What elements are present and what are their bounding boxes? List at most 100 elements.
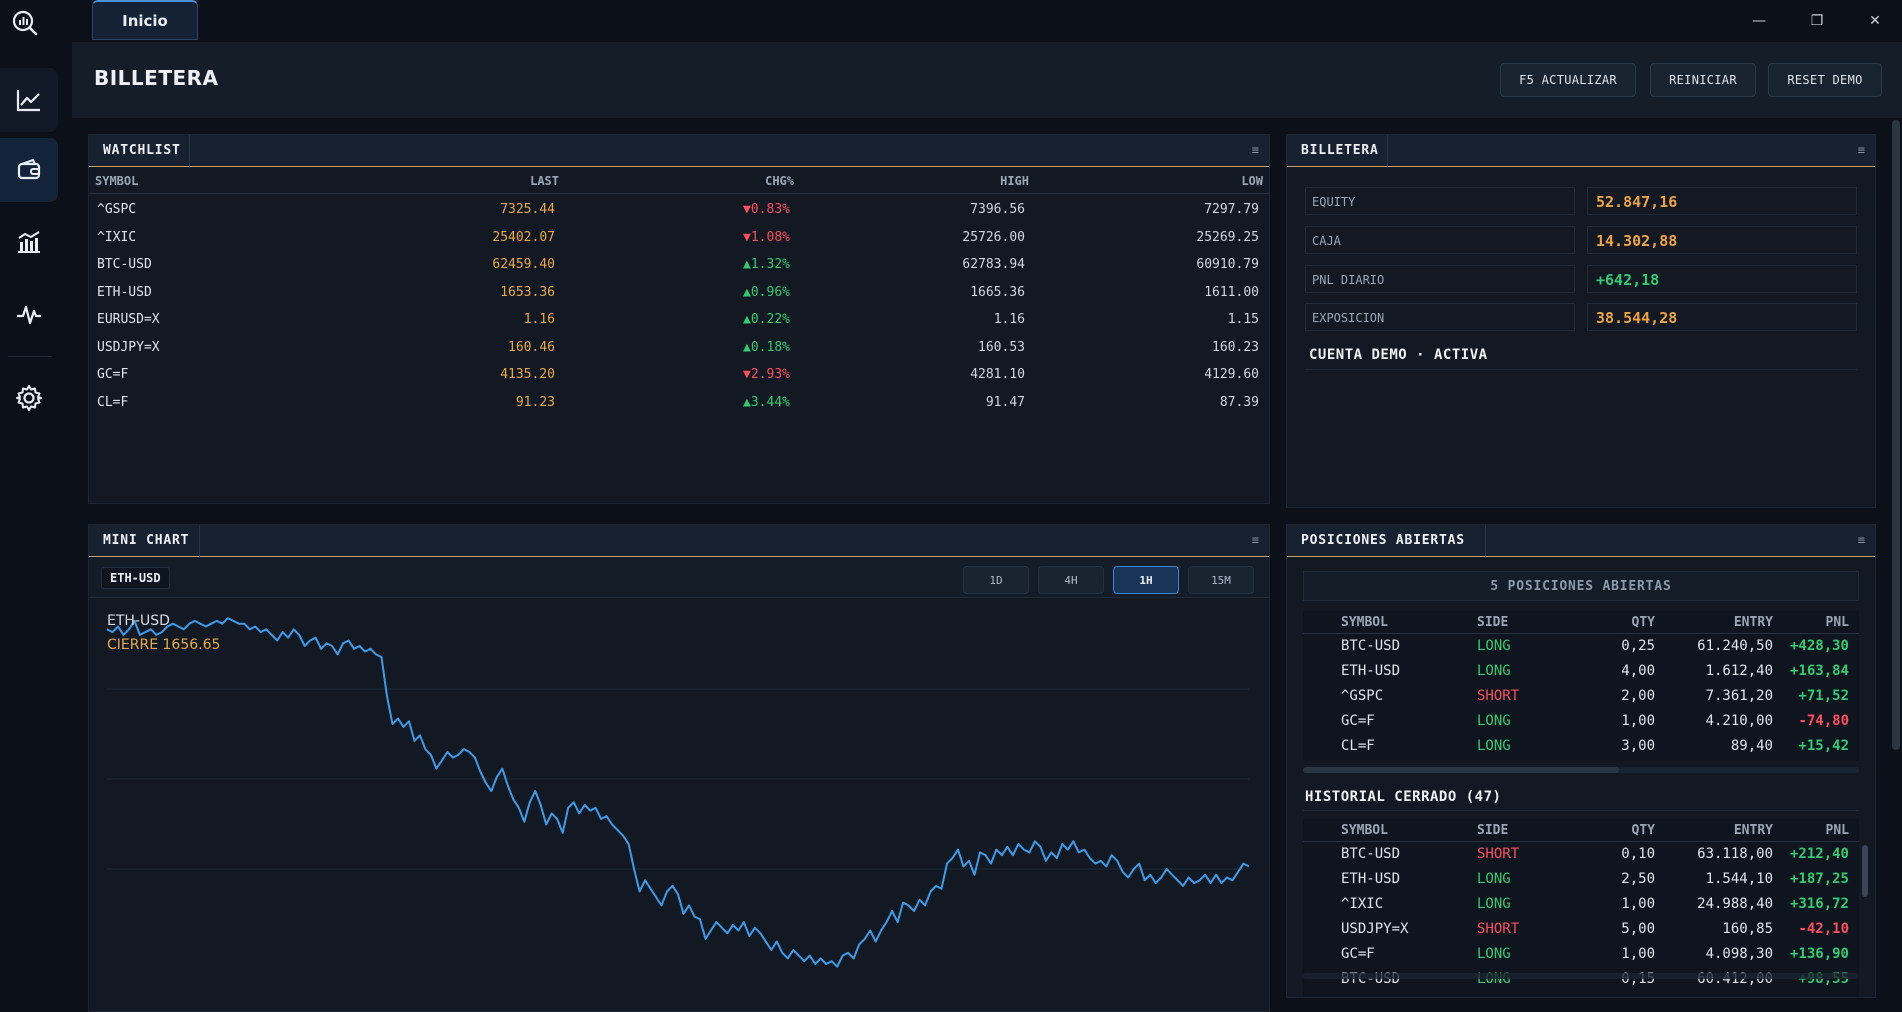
column-header-qty[interactable]: QTY — [1631, 823, 1655, 838]
sidebar-item-markets[interactable] — [0, 210, 58, 274]
cell-symbol: USDJPY=X — [97, 339, 160, 355]
table-row[interactable]: EURUSD=X 1.16 ▲0.22% 1.16 1.15 — [89, 307, 1269, 334]
cell-low: 160.23 — [1212, 339, 1259, 355]
column-header-high[interactable]: HIGH — [1000, 174, 1029, 188]
cell-pnl: +71,52 — [1798, 688, 1849, 704]
horizontal-scrollbar[interactable] — [1303, 767, 1619, 773]
vertical-scrollbar[interactable] — [1862, 845, 1868, 897]
table-row[interactable]: USDJPY=X 160.46 ▲0.18% 160.53 160.23 — [89, 335, 1269, 362]
timeframe-15m[interactable]: 15M — [1188, 566, 1254, 594]
column-header-chg[interactable]: CHG% — [765, 174, 794, 188]
column-header-symbol[interactable]: SYMBOL — [1341, 823, 1388, 838]
panel-menu-icon[interactable]: ≡ — [1251, 533, 1259, 547]
cell-chg: ▼2.93% — [743, 367, 790, 382]
closed-positions-table: SYMBOL SIDE QTY ENTRY PNL BTC-USD SHORT 0,… — [1303, 819, 1859, 997]
panel-title: MINI CHART — [103, 533, 190, 548]
cell-symbol: ^IXIC — [1341, 896, 1384, 912]
panel-title-divider — [1485, 525, 1486, 557]
wallet-panel: BILLETERA ≡ EQUITY 52.847,16 CAJA 14.302… — [1286, 134, 1876, 508]
table-row[interactable]: BTC-USD LONG 0,25 61.240,50 +428,30 — [1303, 634, 1859, 659]
maximize-button[interactable]: ❐ — [1810, 13, 1824, 29]
cell-last: 62459.40 — [492, 257, 555, 272]
watchlist-header-row: SYMBOL LAST CHG% HIGH LOW — [89, 168, 1269, 194]
refresh-button[interactable]: F5 ACTUALIZAR — [1500, 63, 1636, 97]
panel-menu-icon[interactable]: ≡ — [1251, 143, 1259, 157]
cell-pnl: +163,84 — [1789, 663, 1849, 679]
timeframe-4h[interactable]: 4H — [1038, 566, 1104, 594]
panel-menu-icon[interactable]: ≡ — [1857, 533, 1865, 547]
column-header-qty[interactable]: QTY — [1631, 615, 1655, 630]
column-header-entry[interactable]: ENTRY — [1733, 823, 1773, 838]
column-header-side[interactable]: SIDE — [1477, 823, 1509, 838]
column-header-pnl[interactable]: PNL — [1825, 823, 1849, 838]
table-row[interactable]: ^IXIC LONG 1,00 24.988,40 +316,72 — [1303, 892, 1859, 917]
restart-button[interactable]: REINICIAR — [1650, 63, 1756, 97]
table-row[interactable]: GC=F LONG 1,00 4.210,00 -74,80 — [1303, 709, 1859, 734]
wallet-icon — [17, 158, 41, 180]
minimize-button[interactable]: — — [1752, 13, 1766, 29]
table-row[interactable]: ETH-USD 1653.36 ▲0.96% 1665.36 1611.00 — [89, 280, 1269, 307]
cell-qty: 2,50 — [1621, 871, 1655, 887]
chart-legend-symbol: ETH-USD — [107, 613, 170, 629]
table-row[interactable]: ETH-USD LONG 4,00 1.612,40 +163,84 — [1303, 659, 1859, 684]
timeframe-1d[interactable]: 1D — [963, 566, 1029, 594]
table-row[interactable]: GC=F LONG 1,00 4.098,30 +136,90 — [1303, 942, 1859, 967]
cell-last: 1653.36 — [500, 284, 555, 300]
title-bar: Inicio — ❐ ✕ — [58, 0, 1902, 42]
table-row[interactable]: CL=F 91.23 ▲3.44% 91.47 87.39 — [89, 390, 1269, 417]
cell-low: 60910.79 — [1196, 257, 1259, 272]
sidebar-item-wallet[interactable] — [0, 138, 58, 202]
table-row[interactable]: BTC-USD SHORT 0,10 63.118,00 +212,40 — [1303, 842, 1859, 867]
cell-chg: ▼0.83% — [743, 202, 790, 217]
column-header-last[interactable]: LAST — [530, 174, 559, 188]
column-header-low[interactable]: LOW — [1241, 174, 1263, 188]
tab-inicio[interactable]: Inicio — [92, 0, 198, 40]
cell-qty: 5,00 — [1621, 921, 1655, 937]
table-row[interactable]: ETH-USD LONG 2,50 1.544,10 +187,25 — [1303, 867, 1859, 892]
sidebar-item-chart[interactable] — [0, 68, 58, 132]
table-row[interactable]: BTC-USD LONG 0,15 60.412,00 +98,55 — [1303, 967, 1859, 992]
cell-symbol: BTC-USD — [97, 257, 152, 272]
close-button[interactable]: ✕ — [1869, 13, 1881, 29]
cell-chg: ▲0.22% — [743, 312, 790, 327]
column-header-side[interactable]: SIDE — [1477, 615, 1509, 630]
account-status: CUENTA DEMO · ACTIVA — [1305, 342, 1857, 370]
app-logo-icon[interactable] — [10, 8, 40, 38]
panel-header: POSICIONES ABIERTAS ≡ — [1287, 525, 1875, 557]
cell-high: 1665.36 — [970, 284, 1025, 300]
cell-symbol: CL=F — [1341, 738, 1375, 754]
sidebar-item-settings[interactable] — [0, 366, 58, 430]
reset-demo-button[interactable]: RESET DEMO — [1768, 63, 1882, 97]
table-row[interactable]: ^GSPC 7325.44 ▼0.83% 7396.56 7297.79 — [89, 197, 1269, 224]
panel-header: WATCHLIST ≡ — [89, 135, 1269, 167]
sidebar-divider — [8, 356, 52, 357]
column-header-symbol[interactable]: SYMBOL — [1341, 615, 1388, 630]
sidebar-item-activity[interactable] — [0, 282, 58, 346]
cell-side: LONG — [1477, 738, 1511, 754]
mini-chart-panel: MINI CHART ≡ ETH-USD 1D 4H 1H 15M ETH-US… — [88, 524, 1270, 1012]
gear-icon — [16, 385, 42, 411]
cell-chg: ▲3.44% — [743, 394, 790, 410]
cell-side: SHORT — [1477, 688, 1520, 704]
bar-chart-icon — [18, 231, 40, 253]
panel-header: MINI CHART ≡ — [89, 525, 1269, 557]
panel-menu-icon[interactable]: ≡ — [1857, 143, 1865, 157]
column-header-entry[interactable]: ENTRY — [1733, 615, 1773, 630]
chart-symbol-selector[interactable]: ETH-USD — [101, 567, 170, 589]
cell-last: 1.16 — [523, 312, 555, 327]
table-row[interactable]: USDJPY=X SHORT 5,00 160,85 -42,10 — [1303, 917, 1859, 942]
cell-symbol: BTC-USD — [1341, 846, 1401, 862]
cell-entry: 4.210,00 — [1705, 713, 1773, 729]
column-header-pnl[interactable]: PNL — [1825, 615, 1849, 630]
table-row[interactable]: ^IXIC 25402.07 ▼1.08% 25726.00 25269.25 — [89, 225, 1269, 252]
table-row[interactable]: BTC-USD 62459.40 ▲1.32% 62783.94 60910.79 — [89, 252, 1269, 279]
timeframe-1h[interactable]: 1H — [1113, 566, 1179, 594]
cell-side: LONG — [1477, 713, 1511, 729]
page-scrollbar[interactable] — [1892, 120, 1900, 750]
table-row[interactable]: ^GSPC SHORT 2,00 7.361,20 +71,52 — [1303, 684, 1859, 709]
cell-side: SHORT — [1477, 846, 1520, 862]
table-row[interactable]: GC=F 4135.20 ▼2.93% 4281.10 4129.60 — [89, 362, 1269, 389]
table-row[interactable]: CL=F LONG 3,00 89,40 +15,42 — [1303, 734, 1859, 759]
price-chart[interactable] — [89, 599, 1269, 1011]
column-header-symbol[interactable]: SYMBOL — [95, 174, 139, 188]
